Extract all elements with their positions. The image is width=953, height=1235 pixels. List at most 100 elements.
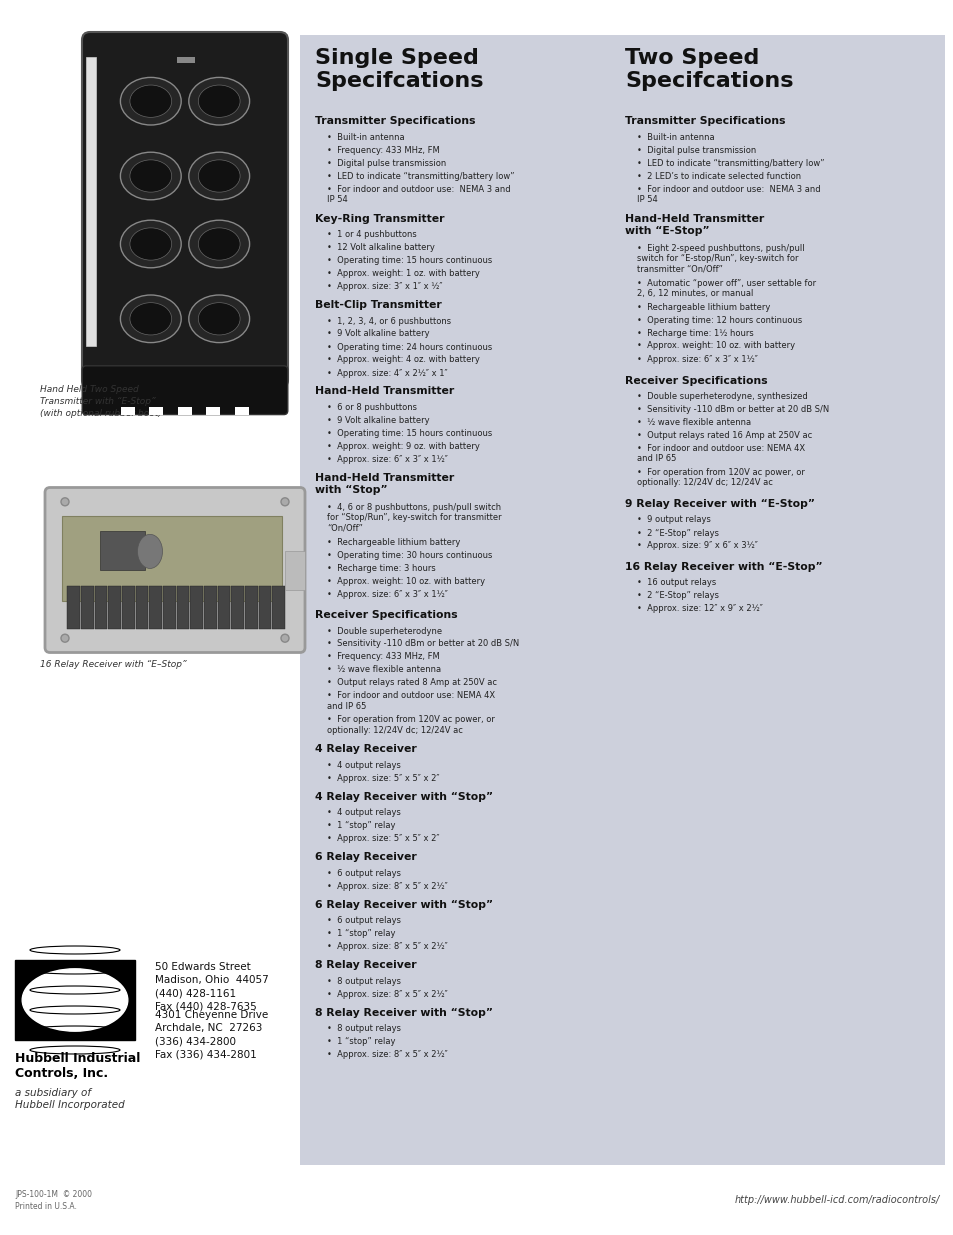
Bar bbox=[100, 531, 145, 571]
Text: •  Built-in antenna: • Built-in antenna bbox=[327, 132, 404, 142]
Bar bbox=[121, 408, 135, 415]
Text: 50 Edwards Street
Madison, Ohio  44057
(440) 428-1161
Fax (440) 428-7635: 50 Edwards Street Madison, Ohio 44057 (4… bbox=[154, 962, 269, 1011]
Text: •  4 output relays: • 4 output relays bbox=[327, 761, 400, 769]
Ellipse shape bbox=[130, 85, 172, 117]
Ellipse shape bbox=[130, 303, 172, 335]
Text: 16 Relay Receiver with “E–Stop”: 16 Relay Receiver with “E–Stop” bbox=[40, 659, 187, 669]
Ellipse shape bbox=[198, 227, 240, 261]
Text: •  For indoor and outdoor use: NEMA 4X
and IP 65: • For indoor and outdoor use: NEMA 4X an… bbox=[637, 445, 804, 463]
Bar bbox=[109, 585, 121, 629]
Ellipse shape bbox=[120, 220, 181, 268]
Bar bbox=[285, 551, 305, 590]
Text: •  1, 2, 3, 4, or 6 pushbuttons: • 1, 2, 3, 4, or 6 pushbuttons bbox=[327, 316, 451, 326]
Text: •  Sensitivity -110 dBm or better at 20 dB S/N: • Sensitivity -110 dBm or better at 20 d… bbox=[637, 405, 828, 414]
Ellipse shape bbox=[120, 78, 181, 125]
Bar bbox=[163, 585, 175, 629]
Text: •  8 output relays: • 8 output relays bbox=[327, 977, 400, 986]
Text: •  Approx. weight: 4 oz. with battery: • Approx. weight: 4 oz. with battery bbox=[327, 356, 479, 364]
Text: •  Automatic “power off”, user settable for
2, 6, 12 minutes, or manual: • Automatic “power off”, user settable f… bbox=[637, 279, 815, 298]
Text: •  4 output relays: • 4 output relays bbox=[327, 809, 400, 818]
Bar bbox=[122, 585, 134, 629]
Bar bbox=[150, 408, 163, 415]
Text: http://www.hubbell-icd.com/radiocontrols/: http://www.hubbell-icd.com/radiocontrols… bbox=[734, 1195, 939, 1205]
Text: •  Approx. weight: 10 oz. with battery: • Approx. weight: 10 oz. with battery bbox=[327, 577, 485, 585]
Bar bbox=[178, 408, 192, 415]
Text: 4301 Cheyenne Drive
Archdale, NC  27263
(336) 434-2800
Fax (336) 434-2801: 4301 Cheyenne Drive Archdale, NC 27263 (… bbox=[154, 1010, 268, 1060]
Text: •  Output relays rated 16 Amp at 250V ac: • Output relays rated 16 Amp at 250V ac bbox=[637, 431, 811, 440]
Text: •  Approx. size: 8″ x 5″ x 2½″: • Approx. size: 8″ x 5″ x 2½″ bbox=[327, 882, 447, 890]
Text: •  6 output relays: • 6 output relays bbox=[327, 869, 400, 878]
Text: 6 Relay Receiver: 6 Relay Receiver bbox=[314, 852, 416, 862]
Bar bbox=[231, 585, 244, 629]
Text: •  Recharge time: 1½ hours: • Recharge time: 1½ hours bbox=[637, 329, 753, 337]
Text: •  Operating time: 30 hours continuous: • Operating time: 30 hours continuous bbox=[327, 551, 492, 559]
Ellipse shape bbox=[130, 159, 172, 193]
Text: •  Frequency: 433 MHz, FM: • Frequency: 433 MHz, FM bbox=[327, 652, 439, 662]
Ellipse shape bbox=[281, 635, 289, 642]
Bar bbox=[206, 408, 220, 415]
Text: •  Approx. weight: 9 oz. with battery: • Approx. weight: 9 oz. with battery bbox=[327, 442, 479, 451]
Ellipse shape bbox=[281, 498, 289, 506]
Text: •  Approx. size: 5″ x 5″ x 2″: • Approx. size: 5″ x 5″ x 2″ bbox=[327, 774, 439, 783]
Text: •  LED to indicate “transmitting/battery low”: • LED to indicate “transmitting/battery … bbox=[637, 158, 823, 168]
Text: 8 Relay Receiver: 8 Relay Receiver bbox=[314, 961, 416, 971]
FancyBboxPatch shape bbox=[82, 366, 288, 415]
Ellipse shape bbox=[189, 220, 250, 268]
Text: •  Built-in antenna: • Built-in antenna bbox=[637, 132, 714, 142]
Text: Receiver Specifications: Receiver Specifications bbox=[624, 375, 767, 385]
Text: Hand-Held Transmitter
with “Stop”: Hand-Held Transmitter with “Stop” bbox=[314, 473, 454, 495]
Ellipse shape bbox=[120, 152, 181, 200]
Bar bbox=[135, 585, 149, 629]
FancyBboxPatch shape bbox=[45, 488, 305, 652]
Text: •  Rechargeable lithium battery: • Rechargeable lithium battery bbox=[637, 303, 770, 311]
Text: •  8 output relays: • 8 output relays bbox=[327, 1025, 400, 1034]
Text: •  Digital pulse transmission: • Digital pulse transmission bbox=[637, 146, 756, 154]
Bar bbox=[177, 57, 194, 63]
Bar bbox=[150, 585, 162, 629]
Text: 6 Relay Receiver with “Stop”: 6 Relay Receiver with “Stop” bbox=[314, 900, 493, 910]
Text: •  Approx. size: 8″ x 5″ x 2½″: • Approx. size: 8″ x 5″ x 2½″ bbox=[327, 990, 447, 999]
Text: •  Approx. size: 5″ x 5″ x 2″: • Approx. size: 5″ x 5″ x 2″ bbox=[327, 835, 439, 844]
Text: •  16 output relays: • 16 output relays bbox=[637, 578, 716, 587]
Bar bbox=[191, 585, 203, 629]
Text: •  Recharge time: 3 hours: • Recharge time: 3 hours bbox=[327, 564, 436, 573]
Text: •  Approx. size: 6″ x 3″ x 1½″: • Approx. size: 6″ x 3″ x 1½″ bbox=[327, 454, 447, 464]
Bar bbox=[258, 585, 271, 629]
Text: •  Operating time: 24 hours continuous: • Operating time: 24 hours continuous bbox=[327, 342, 492, 352]
Text: JPS-100-1M  © 2000
Printed in U.S.A.: JPS-100-1M © 2000 Printed in U.S.A. bbox=[15, 1191, 91, 1210]
Text: •  Double superheterodyne, synthesized: • Double superheterodyne, synthesized bbox=[637, 391, 807, 401]
Bar bbox=[15, 960, 135, 1040]
Bar bbox=[68, 585, 80, 629]
Text: •  Approx. weight: 1 oz. with battery: • Approx. weight: 1 oz. with battery bbox=[327, 269, 479, 278]
Text: •  Eight 2-speed pushbuttons, push/pull
switch for “E-stop/Run”, key-switch for
: • Eight 2-speed pushbuttons, push/pull s… bbox=[637, 243, 803, 273]
Text: •  ½ wave flexible antenna: • ½ wave flexible antenna bbox=[327, 666, 440, 674]
Text: •  2 “E-Stop” relays: • 2 “E-Stop” relays bbox=[637, 529, 719, 537]
Text: •  2 “E-Stop” relays: • 2 “E-Stop” relays bbox=[637, 592, 719, 600]
Bar bbox=[234, 408, 249, 415]
Text: 8 Relay Receiver with “Stop”: 8 Relay Receiver with “Stop” bbox=[314, 1008, 493, 1018]
Text: •  For operation from 120V ac power, or
optionally: 12/24V dc; 12/24V ac: • For operation from 120V ac power, or o… bbox=[327, 715, 495, 735]
Text: •  Operating time: 15 hours continuous: • Operating time: 15 hours continuous bbox=[327, 256, 492, 266]
Text: •  Operating time: 15 hours continuous: • Operating time: 15 hours continuous bbox=[327, 429, 492, 438]
Ellipse shape bbox=[198, 159, 240, 193]
Ellipse shape bbox=[137, 535, 162, 568]
Ellipse shape bbox=[189, 78, 250, 125]
Text: •  For operation from 120V ac power, or
optionally: 12/24V dc; 12/24V ac: • For operation from 120V ac power, or o… bbox=[637, 468, 804, 488]
Text: •  Approx. size: 6″ x 3″ x 1½″: • Approx. size: 6″ x 3″ x 1½″ bbox=[327, 590, 447, 599]
Bar bbox=[204, 585, 216, 629]
Text: Belt-Clip Transmitter: Belt-Clip Transmitter bbox=[314, 300, 441, 310]
Text: •  1 or 4 pushbuttons: • 1 or 4 pushbuttons bbox=[327, 230, 416, 240]
Text: Transmitter Specifications: Transmitter Specifications bbox=[624, 116, 784, 126]
Text: •  Frequency: 433 MHz, FM: • Frequency: 433 MHz, FM bbox=[327, 146, 439, 154]
Text: Receiver Specifications: Receiver Specifications bbox=[314, 610, 457, 620]
Text: •  LED to indicate “transmitting/battery low”: • LED to indicate “transmitting/battery … bbox=[327, 172, 514, 180]
Bar bbox=[63, 516, 282, 601]
Text: Single Speed
Specifcations: Single Speed Specifcations bbox=[314, 48, 483, 91]
Text: •  Approx. weight: 10 oz. with battery: • Approx. weight: 10 oz. with battery bbox=[637, 342, 794, 351]
Text: Hand-Held Transmitter
with “E-Stop”: Hand-Held Transmitter with “E-Stop” bbox=[624, 214, 763, 236]
Bar bbox=[94, 585, 108, 629]
Bar bbox=[86, 57, 96, 346]
Text: •  Approx. size: 12″ x 9″ x 2½″: • Approx. size: 12″ x 9″ x 2½″ bbox=[637, 604, 762, 613]
Text: 9 Relay Receiver with “E-Stop”: 9 Relay Receiver with “E-Stop” bbox=[624, 499, 814, 509]
Text: 4 Relay Receiver: 4 Relay Receiver bbox=[314, 745, 416, 755]
